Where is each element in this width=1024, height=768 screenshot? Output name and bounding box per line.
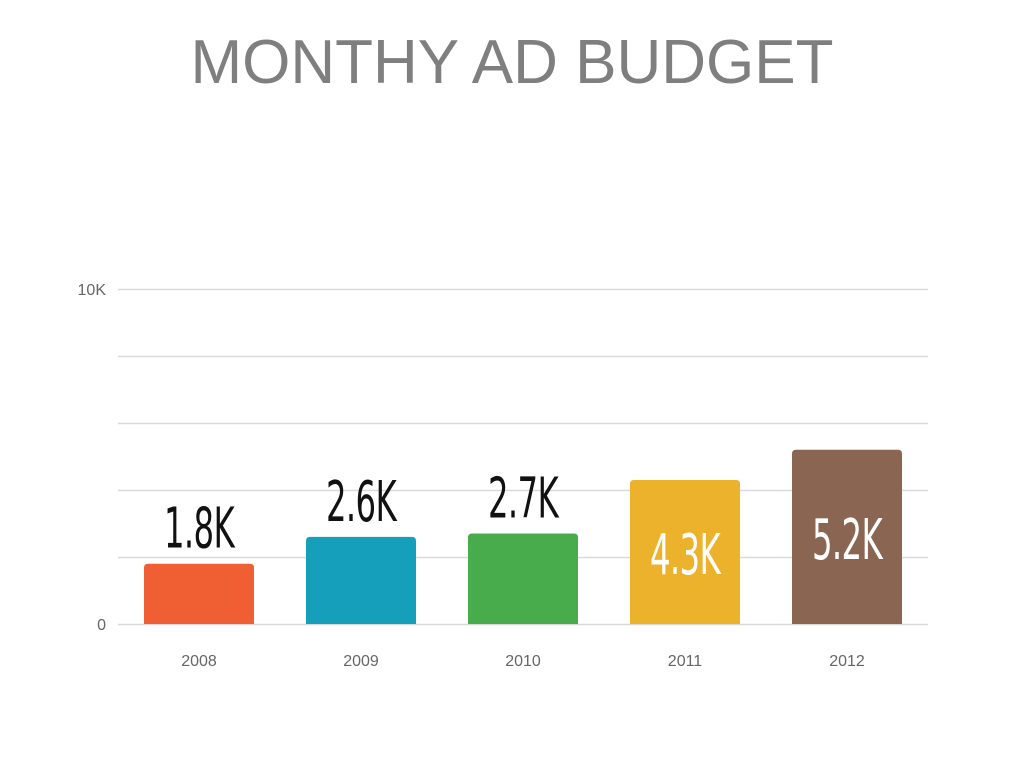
y-axis-ticks: 0 10K [78, 282, 107, 634]
value-label: 2.6K [326, 470, 398, 535]
bars [144, 449, 902, 624]
x-tick-label: 2012 [829, 653, 865, 670]
value-label: 5.2K [812, 508, 884, 573]
x-tick-label: 2008 [181, 653, 217, 670]
y-tick-label: 10K [78, 282, 107, 299]
x-axis-labels: 2008 2009 2010 2011 2012 [181, 653, 865, 670]
value-labels: 1.8K 2.6K 2.7K 4.3K 5.2K [164, 467, 885, 588]
value-label: 1.8K [164, 497, 236, 562]
value-label: 2.7K [488, 467, 560, 532]
value-label: 4.3K [650, 523, 722, 588]
bar-2011 [630, 479, 740, 624]
bar-2008 [144, 563, 254, 624]
x-tick-label: 2009 [343, 653, 379, 670]
x-tick-label: 2010 [505, 653, 541, 670]
bar-2012 [792, 449, 902, 624]
y-tick-label: 0 [97, 617, 106, 634]
bar-2010 [468, 533, 578, 624]
bar-2009 [306, 536, 416, 624]
x-tick-label: 2011 [668, 653, 703, 670]
chart-title: MONTHY AD BUDGET [190, 28, 834, 97]
